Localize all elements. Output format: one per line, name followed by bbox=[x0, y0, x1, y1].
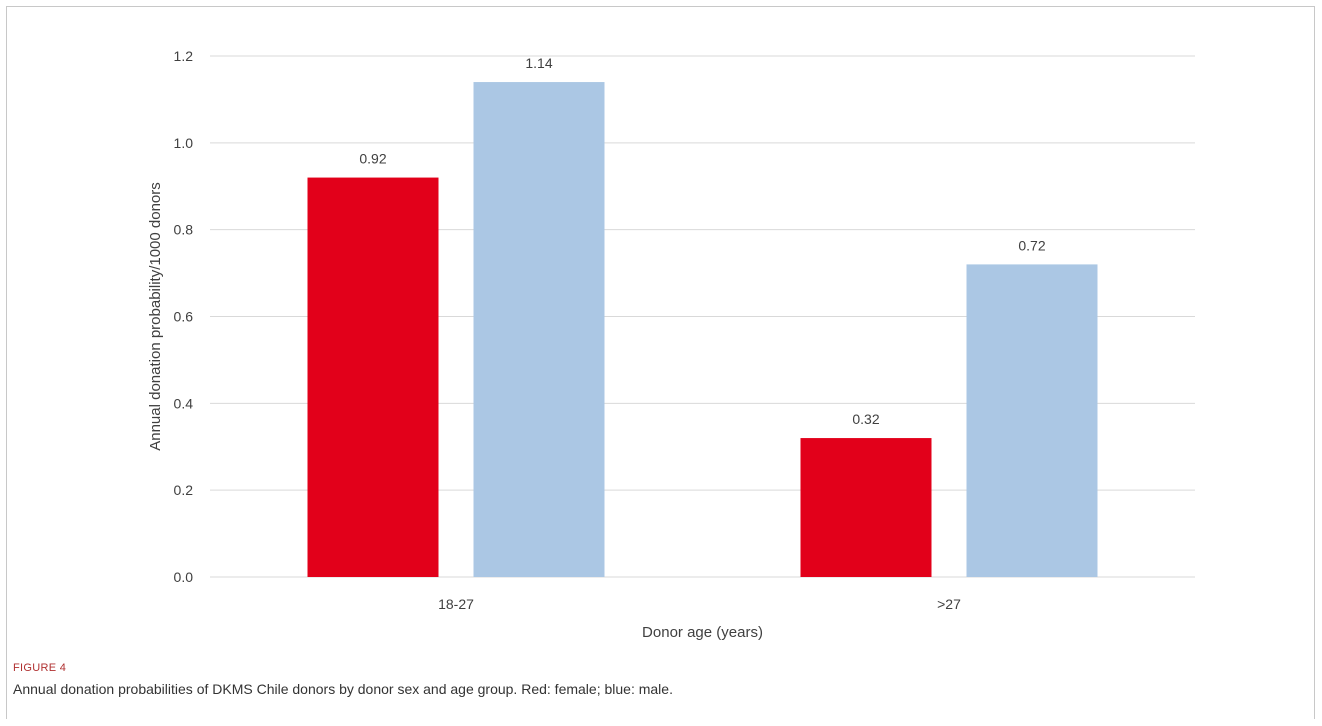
data-labels: 0.92 0.32 1.14 0.72 bbox=[359, 55, 1045, 427]
y-tick-label: 0.4 bbox=[174, 395, 194, 411]
data-label: 0.32 bbox=[852, 411, 879, 427]
y-tick-label: 1.0 bbox=[174, 135, 194, 151]
y-tick-label: 0.2 bbox=[174, 482, 194, 498]
y-axis-ticks: 0.0 0.2 0.4 0.6 0.8 1.0 1.2 bbox=[174, 48, 194, 585]
figure-frame bbox=[6, 6, 1315, 719]
x-axis-ticks: 18-27 >27 bbox=[438, 596, 961, 612]
figure-label: FIGURE 4 bbox=[13, 662, 67, 674]
data-label: 0.72 bbox=[1018, 237, 1045, 253]
y-tick-label: 0.6 bbox=[174, 309, 194, 325]
bar-series2-group2 bbox=[966, 264, 1098, 577]
x-axis-title: Donor age (years) bbox=[642, 624, 763, 641]
data-label: 0.92 bbox=[359, 151, 386, 167]
y-axis-title: Annual donation probability/1000 donors bbox=[147, 182, 164, 451]
x-tick-label: 18-27 bbox=[438, 596, 474, 612]
x-tick-label: >27 bbox=[937, 596, 961, 612]
data-label: 1.14 bbox=[525, 55, 552, 71]
y-tick-label: 0.0 bbox=[174, 569, 194, 585]
y-tick-label: 1.2 bbox=[174, 48, 194, 64]
bar-series2-group1 bbox=[473, 82, 605, 578]
bar-chart: 0.0 0.2 0.4 0.6 0.8 1.0 1.2 0.92 0.32 1.14 0.72 1… bbox=[147, 48, 1195, 641]
y-tick-label: 0.8 bbox=[174, 222, 194, 238]
bar-series1-group2 bbox=[800, 438, 932, 577]
bars bbox=[307, 82, 1098, 578]
bar-series1-group1 bbox=[307, 177, 439, 578]
figure-caption: Annual donation probabilities of DKMS Ch… bbox=[13, 681, 673, 697]
